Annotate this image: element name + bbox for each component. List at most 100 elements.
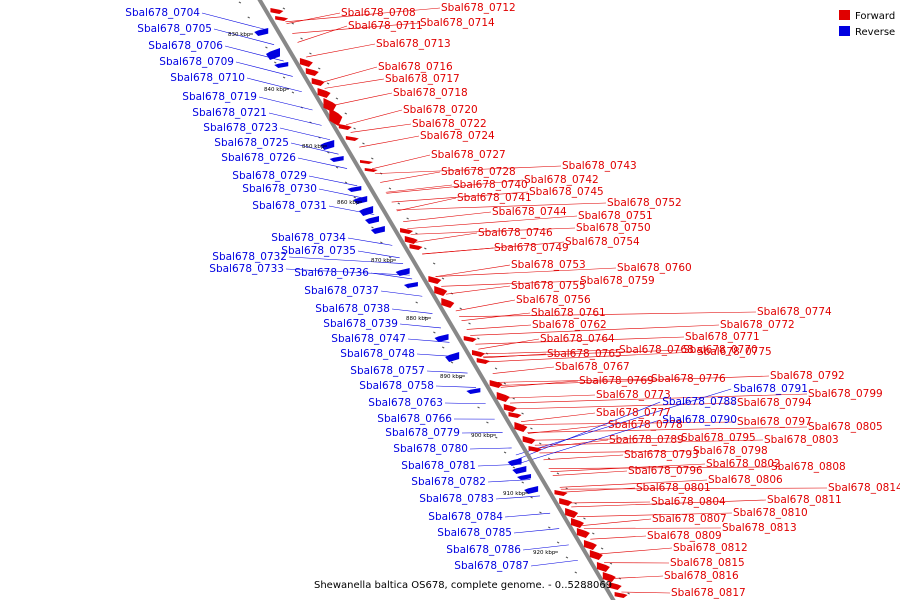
reverse-leader-line (513, 528, 560, 534)
forward-gene-arrow (583, 540, 597, 550)
forward-leader-line (415, 232, 478, 243)
forward-gene-arrow (489, 380, 503, 388)
forward-leader-line (321, 66, 378, 83)
reverse-gene-arrow (445, 352, 460, 362)
reverse-leader-line (435, 385, 477, 388)
reverse-gene-label: Sbal678_0732 (212, 251, 287, 263)
reverse-gene-label: Sbal678_0787 (454, 560, 529, 572)
reverse-gene-label: Sbal678_0790 (662, 414, 737, 426)
forward-gene-label: Sbal678_0804 (651, 496, 726, 508)
reverse-leader-line (520, 419, 661, 464)
forward-leader-line (497, 378, 651, 383)
forward-gene-arrow (463, 336, 477, 342)
forward-gene-label: Sbal678_0741 (457, 192, 532, 204)
forward-gene-arrow (514, 422, 528, 432)
reverse-gene-label: Sbal678_0721 (192, 107, 267, 119)
scale-tick (291, 22, 294, 25)
scale-tick (512, 397, 515, 400)
reverse-leader-line (515, 388, 732, 456)
forward-gene-label: Sbal678_0714 (420, 17, 495, 29)
reverse-gene-label: Sbal678_0734 (271, 232, 346, 244)
reverse-gene-arrow (434, 334, 449, 342)
forward-gene-arrow (317, 88, 331, 98)
leader-layer (201, 7, 828, 594)
reverse-gene-arrow (320, 140, 335, 150)
scale-tick (282, 7, 286, 10)
forward-leader-line (568, 501, 651, 504)
reverse-leader-line (444, 402, 486, 405)
scale-tick (432, 262, 436, 265)
forward-gene-arrow (428, 276, 442, 284)
forward-leader-line (391, 191, 529, 203)
forward-leader-line (527, 426, 808, 433)
reverse-gene-label: Sbal678_0731 (252, 200, 327, 212)
reverse-gene-arrow (365, 216, 380, 224)
scale-tick (600, 547, 604, 550)
reverse-gene-label: Sbal678_0782 (411, 476, 486, 488)
scale-tick (547, 457, 551, 460)
kbp-scale-label: 920 kbp (533, 550, 556, 556)
forward-gene-arrow (496, 392, 510, 402)
scale-tick (309, 52, 312, 55)
forward-gene-label: Sbal678_0797 (737, 416, 812, 428)
forward-gene-label: Sbal678_0768 (619, 344, 694, 356)
forward-gene-label: Sbal678_0769 (579, 375, 654, 387)
scale-tick (424, 247, 427, 250)
scale-tick (450, 361, 454, 364)
legend: Forward Reverse (839, 10, 895, 38)
forward-leader-line (410, 227, 576, 235)
legend-forward-swatch (839, 10, 850, 20)
forward-gene-arrow (275, 16, 289, 21)
reverse-leader-line (357, 250, 400, 259)
forward-leader-line (422, 247, 494, 255)
forward-leader-line (478, 338, 540, 350)
scale-tick (539, 442, 542, 445)
reverse-gene-label: Sbal678_0739 (323, 318, 398, 330)
forward-gene-label: Sbal678_0718 (393, 87, 468, 99)
forward-gene-arrow (441, 298, 455, 308)
forward-leader-line (285, 7, 441, 23)
forward-leader-line (380, 171, 441, 183)
reverse-gene-label: Sbal678_0704 (125, 7, 200, 19)
forward-leader-line (500, 380, 579, 388)
reverse-leader-line (391, 308, 433, 314)
scale-tick (548, 526, 551, 529)
forward-leader-line (459, 311, 757, 317)
reverse-gene-arrow (507, 458, 522, 466)
genome-caption: Shewanella baltica OS678, complete genom… (314, 580, 612, 591)
scale-tick (503, 451, 507, 454)
forward-gene-label: Sbal678_0816 (664, 570, 739, 582)
forward-gene-label: Sbal678_0743 (562, 160, 637, 172)
forward-leader-line (577, 512, 733, 517)
forward-leader-line (507, 394, 596, 399)
forward-leader-line (359, 135, 420, 148)
reverse-gene-label: Sbal678_0791 (733, 383, 808, 395)
forward-leader-line (543, 454, 624, 461)
scale-tick (424, 316, 427, 319)
kbp-scale-label: 870 kbp (371, 258, 394, 264)
scale-tick (371, 157, 374, 160)
forward-leader-line (621, 591, 671, 594)
scale-tick (344, 112, 347, 115)
reverse-leader-line (487, 479, 531, 483)
forward-gene-label: Sbal678_0807 (652, 513, 727, 525)
reverse-leader-line (268, 112, 322, 126)
reverse-leader-line (522, 544, 569, 551)
scale-tick (238, 1, 242, 4)
scale-tick (583, 586, 586, 589)
reverse-leader-line (285, 268, 410, 276)
reverse-gene-label: Sbal678_0723 (203, 122, 278, 134)
reverse-gene-arrow (359, 206, 374, 216)
reverse-leader-line (213, 28, 275, 46)
forward-leader-line (441, 280, 580, 287)
forward-leader-line (435, 264, 511, 277)
forward-leader-line (385, 184, 453, 193)
reverse-gene-arrow (254, 28, 269, 36)
forward-gene-label: Sbal678_0789 (609, 434, 684, 446)
reverse-gene-arrow (370, 226, 385, 234)
forward-leader-line (613, 575, 664, 579)
forward-leader-line (292, 22, 420, 34)
scale-tick (353, 127, 356, 130)
scale-tick (441, 346, 445, 349)
forward-gene-label: Sbal678_0802 (706, 458, 781, 470)
